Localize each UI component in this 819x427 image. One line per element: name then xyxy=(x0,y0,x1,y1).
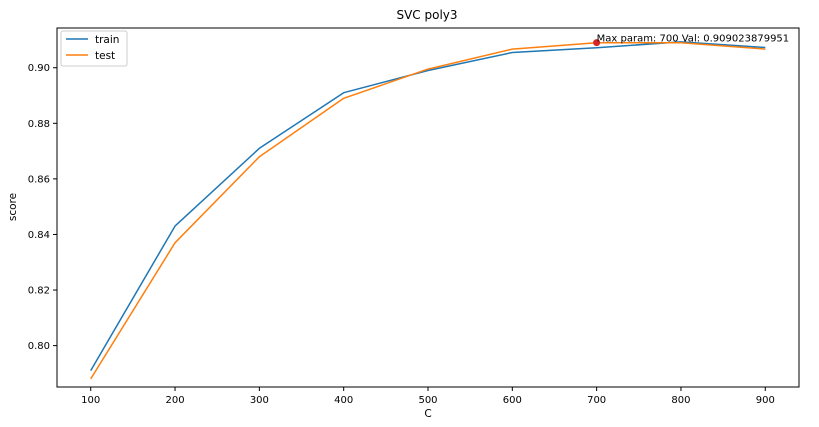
legend-label-train: train xyxy=(95,34,119,46)
x-tick-label: 900 xyxy=(756,395,775,406)
x-tick-label: 400 xyxy=(334,395,353,406)
x-tick-label: 100 xyxy=(81,395,100,406)
x-axis: 100 200 300 400 500 600 700 800 900 xyxy=(81,387,775,406)
x-tick-label: 700 xyxy=(587,395,606,406)
x-axis-label: C xyxy=(424,408,431,420)
y-tick-label: 0.82 xyxy=(28,286,50,297)
y-tick-label: 0.86 xyxy=(28,174,50,185)
y-axis: 0.80 0.82 0.84 0.86 0.88 0.90 xyxy=(28,63,57,352)
y-axis-label: score xyxy=(7,193,19,221)
max-annotation-label: Max param: 700 Val: 0.909023879951 xyxy=(597,34,790,45)
y-tick-label: 0.90 xyxy=(28,63,50,74)
x-tick-label: 200 xyxy=(165,395,184,406)
y-tick-label: 0.84 xyxy=(28,230,50,241)
legend: train test xyxy=(60,30,128,67)
y-tick-label: 0.80 xyxy=(28,341,50,352)
legend-label-test: test xyxy=(95,50,115,62)
x-tick-label: 600 xyxy=(503,395,522,406)
x-tick-label: 800 xyxy=(671,395,690,406)
annotation-layer: Max param: 700 Val: 0.909023879951 xyxy=(593,34,789,47)
max-marker xyxy=(593,39,601,47)
x-tick-label: 500 xyxy=(418,395,437,406)
chart-title: SVC poly3 xyxy=(396,8,457,22)
series-line-train xyxy=(90,41,766,371)
series-layer xyxy=(90,41,766,380)
x-tick-label: 300 xyxy=(250,395,269,406)
y-tick-label: 0.88 xyxy=(28,119,50,130)
series-line-test xyxy=(90,41,766,380)
